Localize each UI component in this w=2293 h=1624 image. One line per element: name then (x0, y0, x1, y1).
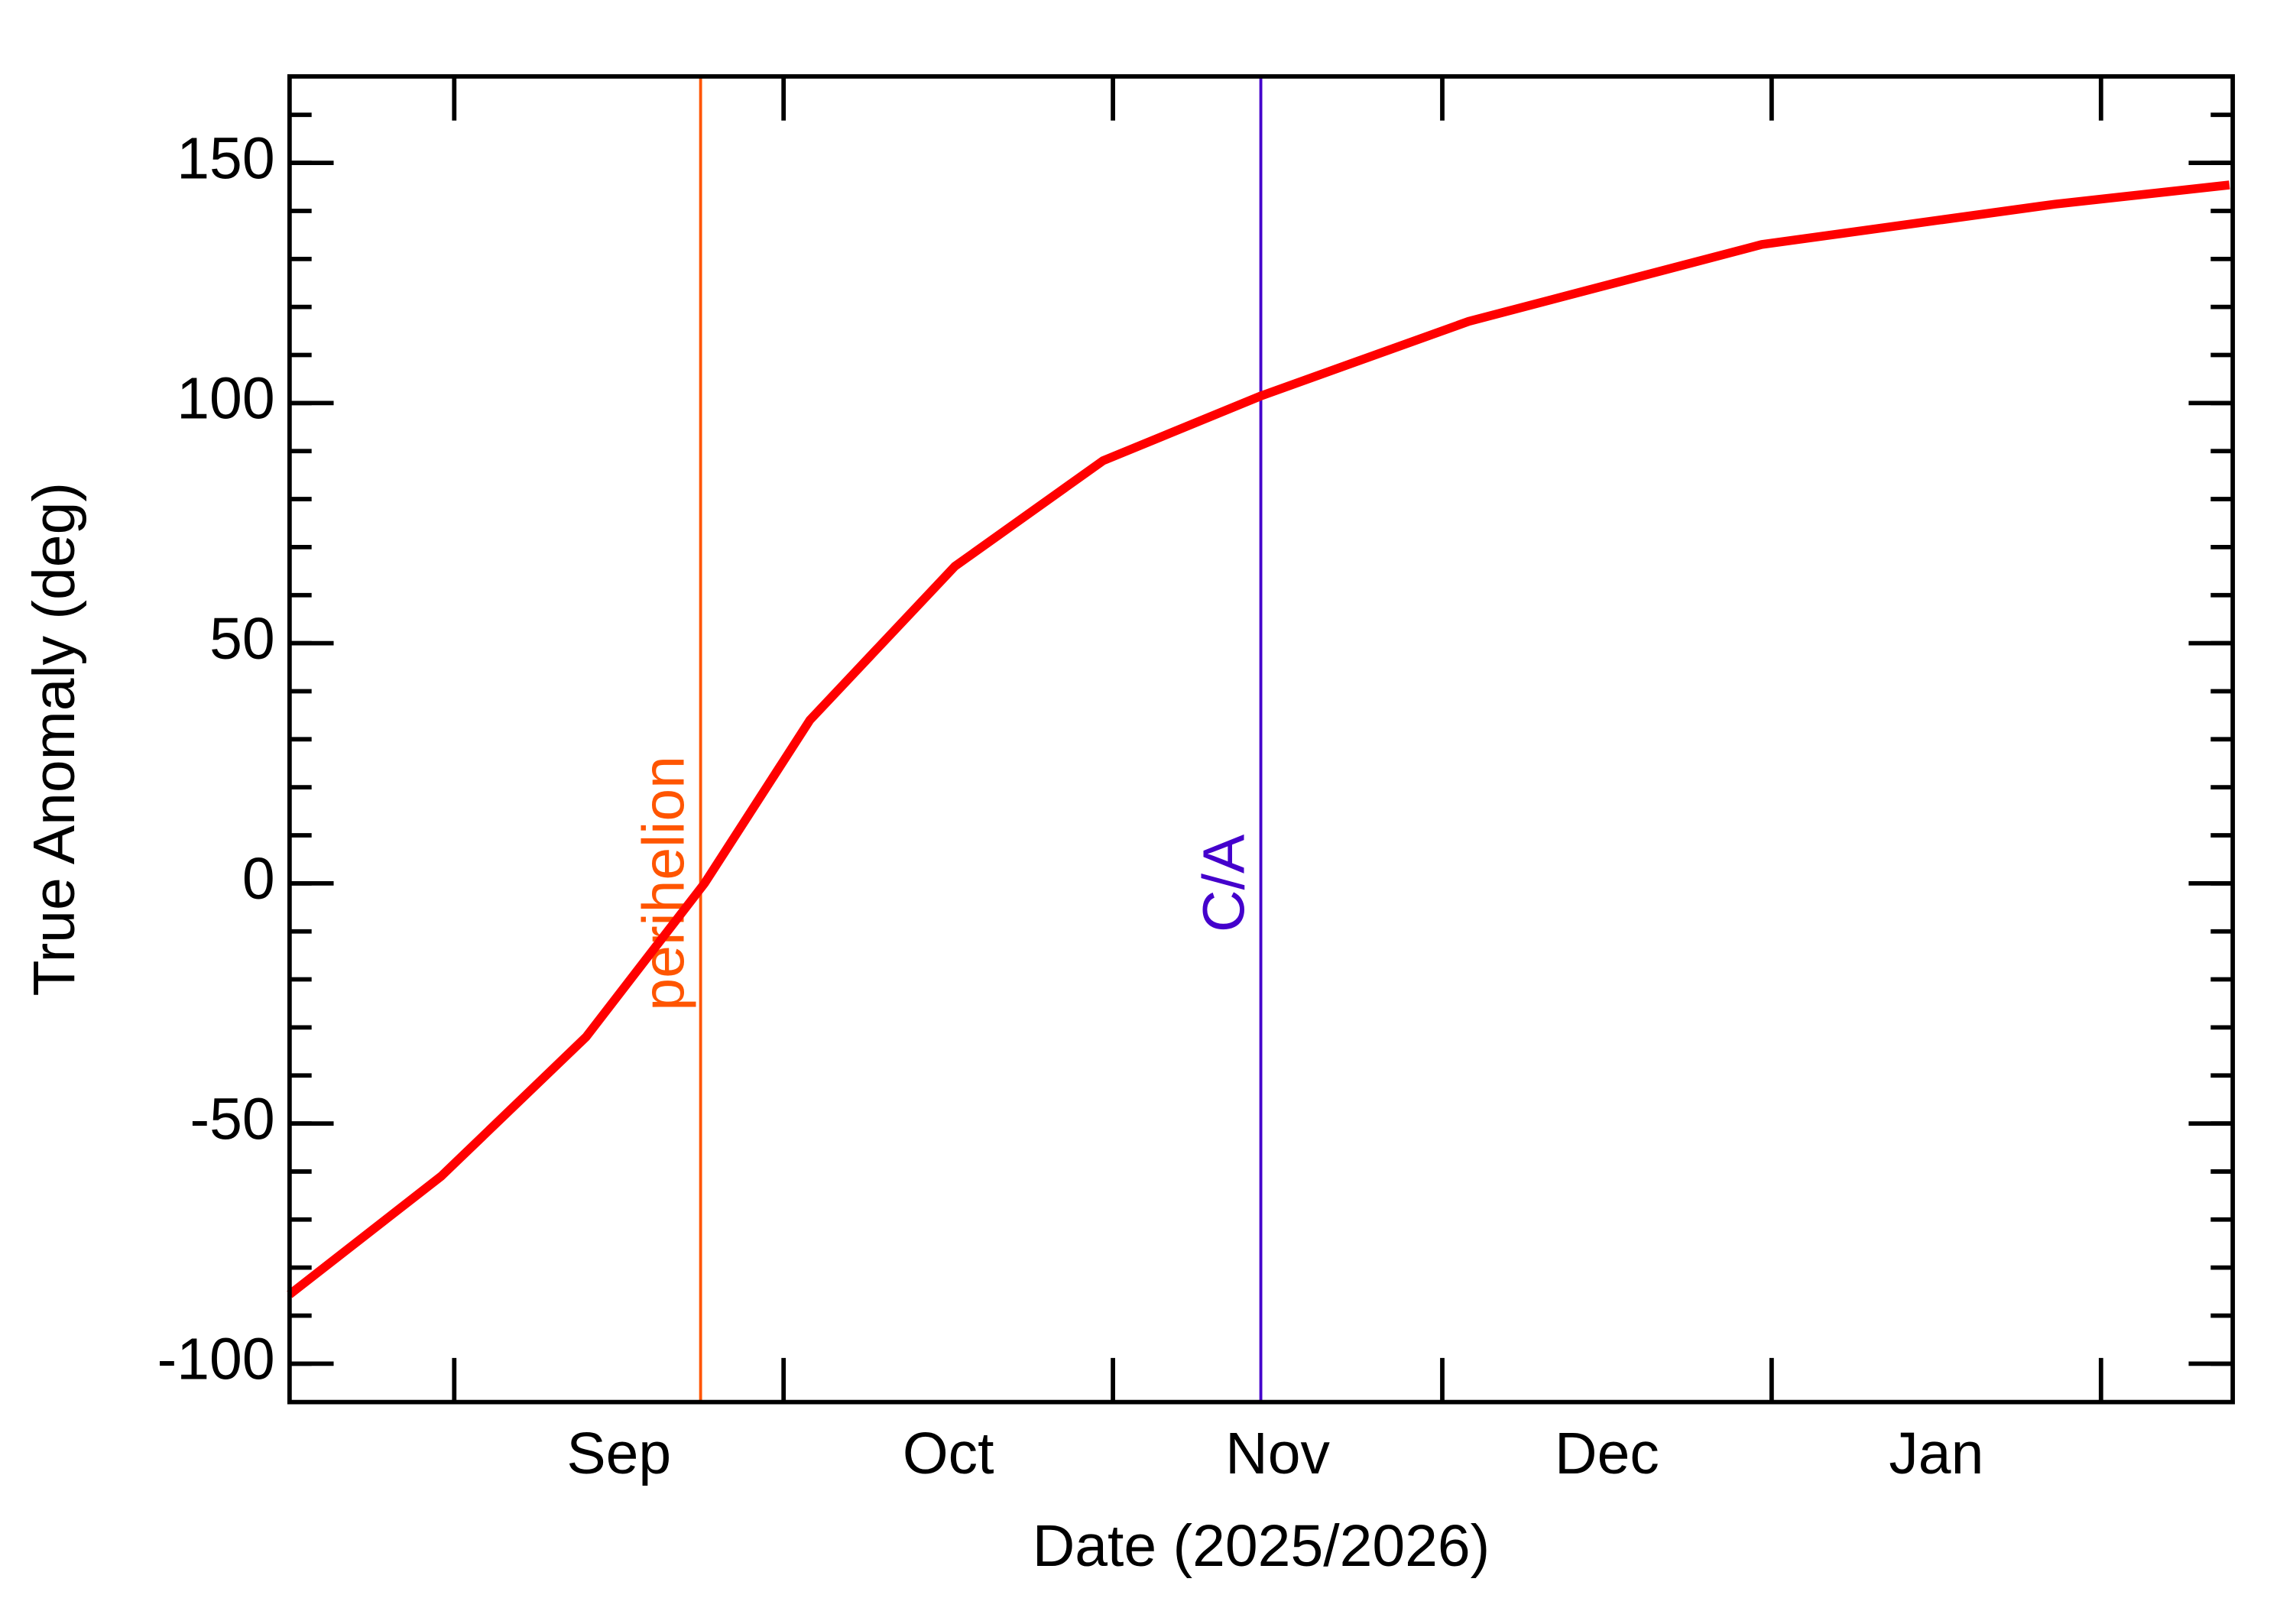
x-axis-label: Date (2025/2026) (1033, 1513, 1490, 1579)
y-tick-label: 50 (209, 606, 275, 672)
x-tick-label: Nov (1225, 1421, 1330, 1486)
x-tick-label: Oct (903, 1421, 994, 1486)
y-tick-label: 150 (177, 125, 274, 191)
x-tick-label: Dec (1555, 1421, 1659, 1486)
y-tick-label: 100 (177, 366, 274, 432)
y-axis-label: True Anomaly (deg) (21, 482, 87, 997)
data-line (287, 180, 2230, 1298)
x-tick-label: Sep (566, 1421, 671, 1486)
plot-frame (287, 74, 2236, 1405)
annotation-label: C/A (1192, 834, 1257, 932)
y-tick-label: -100 (157, 1327, 275, 1392)
x-tick-label: Jan (1889, 1421, 1983, 1486)
y-tick-label: -50 (190, 1086, 274, 1152)
y-tick-label: 0 (242, 846, 275, 912)
